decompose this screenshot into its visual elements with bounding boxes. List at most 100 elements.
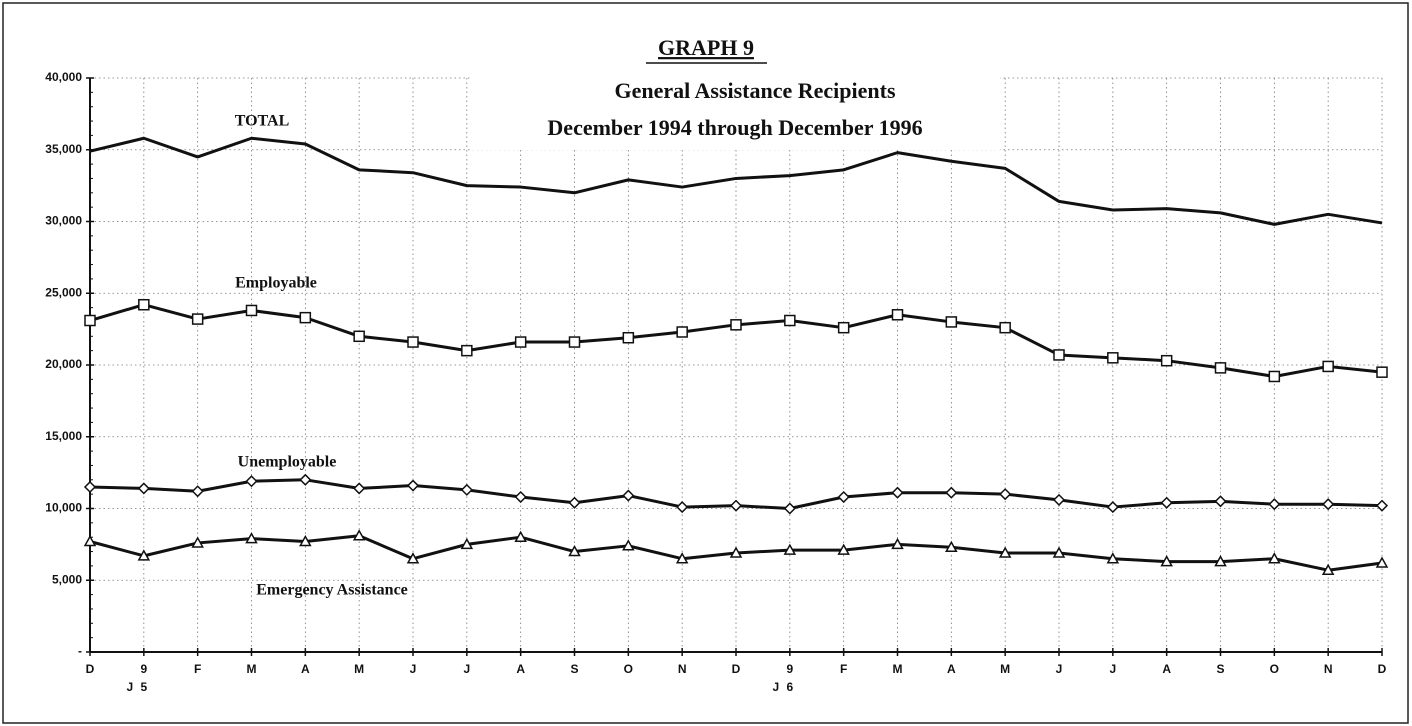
series-line: [89, 136, 1383, 226]
x-tick-label: S: [570, 662, 578, 676]
marker: [299, 534, 312, 547]
marker: [622, 489, 635, 502]
marker: [676, 326, 688, 338]
y-tick-label: 35,000: [45, 142, 82, 156]
x-tick-label: A: [947, 662, 956, 676]
marker: [1052, 493, 1066, 506]
y-tick-label: 10,000: [45, 501, 82, 515]
x-tick-label: M: [354, 662, 364, 676]
x-tick-label: A: [301, 662, 310, 676]
x-tick-label: N: [678, 662, 687, 676]
x-tick-label: J: [410, 662, 417, 676]
marker: [999, 488, 1012, 501]
marker: [245, 532, 258, 544]
y-tick-label: 15,000: [45, 429, 82, 443]
marker: [1214, 555, 1227, 567]
marker: [729, 499, 743, 512]
marker: [675, 552, 689, 564]
marker: [622, 539, 635, 551]
marker: [891, 309, 904, 321]
y-tick-label: 25,000: [45, 285, 82, 299]
marker: [891, 486, 904, 499]
x-tick-label: J: [772, 680, 779, 694]
marker: [998, 546, 1012, 558]
marker: [784, 314, 796, 327]
marker: [837, 543, 850, 555]
marker: [1106, 552, 1120, 564]
marker: [837, 321, 850, 334]
marker: [406, 552, 420, 564]
marker: [407, 336, 419, 348]
y-tick-label: 30,000: [45, 214, 82, 228]
marker: [1160, 496, 1173, 509]
marker: [299, 473, 312, 486]
x-tick-label: M: [893, 662, 903, 676]
x-tick-label: F: [194, 662, 201, 676]
chart-title: GRAPH 9: [658, 35, 754, 60]
marker: [783, 543, 797, 555]
x-tick-label: J: [1056, 662, 1063, 676]
x-tick-label: A: [516, 662, 525, 676]
x-tick-label: J: [1109, 662, 1116, 676]
marker: [245, 304, 258, 317]
marker: [945, 486, 958, 499]
marker: [730, 319, 742, 331]
x-tick-label: D: [732, 662, 741, 676]
y-tick-label: 5,000: [52, 572, 82, 586]
x-tick-label: N: [1324, 662, 1333, 676]
marker: [406, 479, 420, 492]
marker: [676, 501, 689, 514]
marker: [622, 331, 635, 344]
marker: [137, 549, 151, 561]
marker: [837, 490, 850, 504]
marker: [729, 546, 743, 558]
x-tick-label: O: [1270, 662, 1279, 676]
x-tick-label: F: [840, 662, 847, 676]
marker: [1268, 370, 1281, 383]
marker: [191, 313, 204, 325]
marker: [1107, 352, 1119, 364]
marker: [137, 482, 150, 495]
marker: [191, 485, 204, 498]
marker: [1376, 366, 1388, 378]
marker: [83, 534, 97, 547]
marker: [999, 321, 1011, 334]
marker: [1322, 360, 1334, 373]
series-label: TOTAL: [235, 113, 290, 130]
marker: [461, 344, 473, 357]
marker: [1160, 354, 1173, 367]
marker: [1052, 546, 1066, 558]
marker: [1322, 498, 1335, 511]
series-label: Unemployable: [238, 454, 337, 471]
chart-subtitle: General Assistance Recipients: [614, 78, 896, 103]
x-tick-label: O: [624, 662, 633, 676]
marker: [1160, 555, 1173, 567]
series-label: Emergency Assistance: [256, 582, 408, 599]
x-tick-label: A: [1162, 662, 1171, 676]
x-tick-label: M: [1000, 662, 1010, 676]
marker: [1214, 362, 1227, 374]
marker: [568, 496, 581, 509]
y-tick-label: 40,000: [45, 70, 82, 84]
marker: [568, 545, 581, 557]
marker: [568, 336, 581, 348]
marker: [783, 502, 796, 515]
marker: [1268, 552, 1281, 564]
marker: [299, 311, 312, 324]
x-tick-label: M: [247, 662, 257, 676]
marker: [945, 316, 958, 328]
marker: [352, 529, 366, 541]
marker: [191, 536, 204, 548]
marker: [945, 540, 958, 552]
marker: [353, 482, 366, 495]
marker: [83, 480, 97, 494]
title-backdrop: [470, 32, 1000, 150]
marker: [1268, 498, 1281, 511]
marker: [245, 475, 258, 488]
marker: [1375, 556, 1389, 568]
x-tick-label: D: [1378, 662, 1387, 676]
x-tick-label: J: [463, 662, 470, 676]
x-tick-label: S: [1216, 662, 1224, 676]
